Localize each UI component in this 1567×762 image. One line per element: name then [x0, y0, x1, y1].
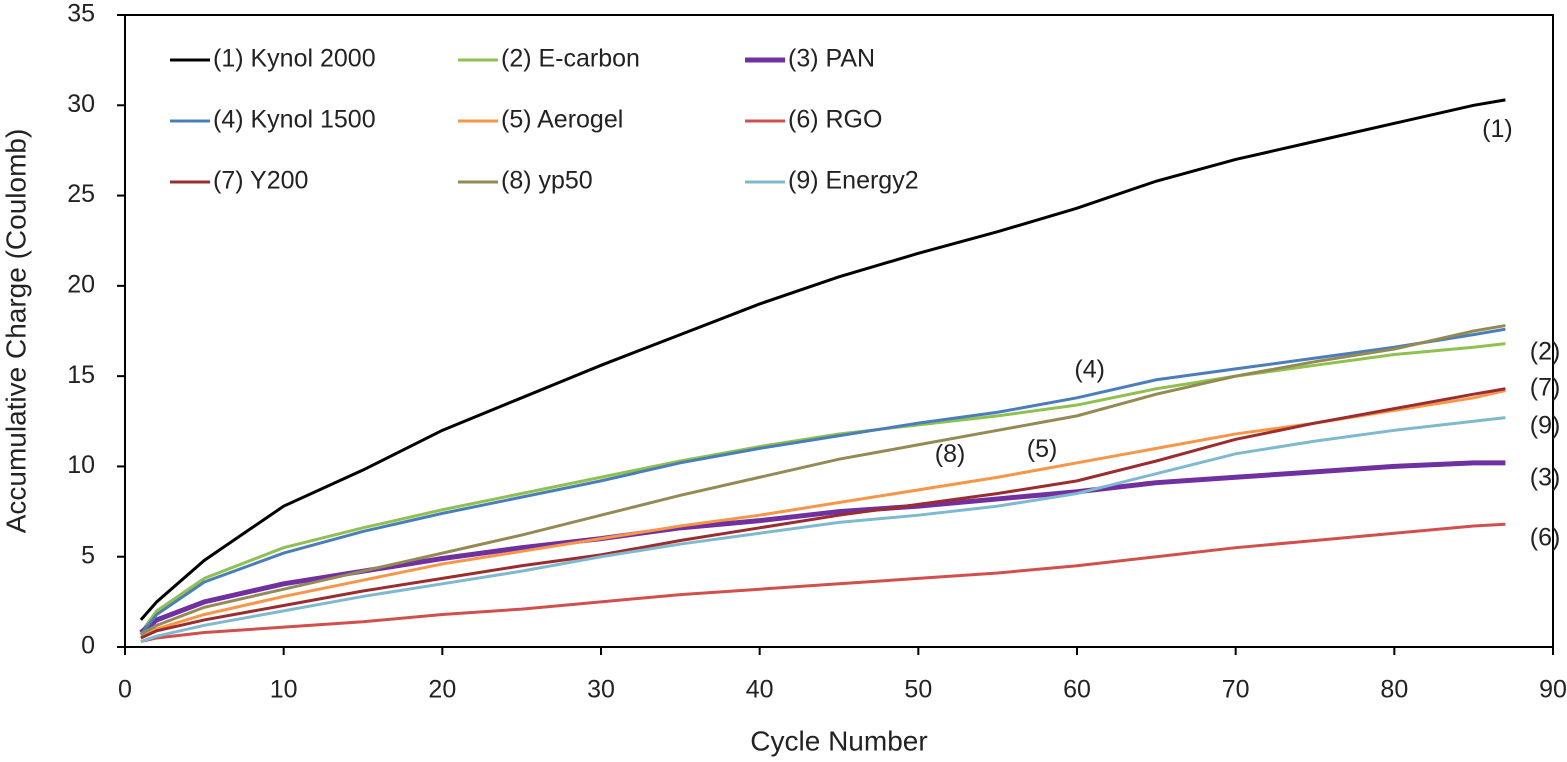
plot-frame [124, 14, 1554, 648]
series-line [140, 522, 1506, 644]
y-tick-label: 15 [67, 361, 95, 389]
legend-label: (4) Kynol 1500 [213, 106, 376, 134]
x-tick-label: 80 [1380, 676, 1408, 704]
legend-label: (3) PAN [788, 45, 875, 73]
annotation: (1) [1482, 115, 1513, 143]
series-line [139, 327, 1506, 636]
y-tick-label: 25 [67, 180, 95, 208]
series-line [139, 98, 1506, 621]
annotation: (8) [935, 440, 966, 468]
x-tick-label: 50 [904, 676, 932, 704]
series-line [140, 387, 1506, 640]
annotation: (3) [1530, 464, 1561, 492]
legend-label: (1) Kynol 2000 [213, 45, 376, 73]
annotation: (6) [1530, 523, 1561, 551]
series-line [140, 416, 1506, 644]
annotation: (7) [1530, 373, 1561, 401]
annotation: (2) [1530, 337, 1561, 365]
legend-label: (5) Aerogel [501, 106, 623, 134]
legend-label: (6) RGO [788, 106, 882, 134]
legend-label: (7) Y200 [213, 167, 308, 195]
series-line [140, 324, 1506, 636]
y-tick-label: 20 [67, 270, 95, 298]
y-tick-label: 5 [81, 541, 95, 569]
annotation: (9) [1530, 411, 1561, 439]
x-tick-label: 10 [270, 676, 298, 704]
y-axis-title: Accumulative Charge (Coulomb) [0, 129, 31, 534]
x-tick-label: 60 [1063, 676, 1091, 704]
x-axis-title: Cycle Number [750, 725, 927, 756]
x-tick-label: 70 [1222, 676, 1250, 704]
legend-label: (8) yp50 [501, 167, 593, 195]
x-tick-label: 90 [1539, 676, 1567, 704]
x-tick-label: 20 [428, 676, 456, 704]
annotation: (4) [1074, 355, 1105, 383]
y-tick-label: 0 [81, 632, 95, 660]
legend-label: (2) E-carbon [501, 45, 640, 73]
legend-label: (9) Energy2 [788, 167, 919, 195]
annotation: (5) [1027, 435, 1058, 463]
y-tick-label: 10 [67, 451, 95, 479]
x-tick-label: 40 [746, 676, 774, 704]
x-tick-label: 0 [118, 676, 132, 704]
y-tick-label: 30 [67, 90, 95, 118]
series-line [139, 342, 1506, 634]
y-tick-label: 35 [67, 0, 95, 28]
x-tick-label: 30 [587, 676, 615, 704]
series-line [139, 460, 1506, 635]
